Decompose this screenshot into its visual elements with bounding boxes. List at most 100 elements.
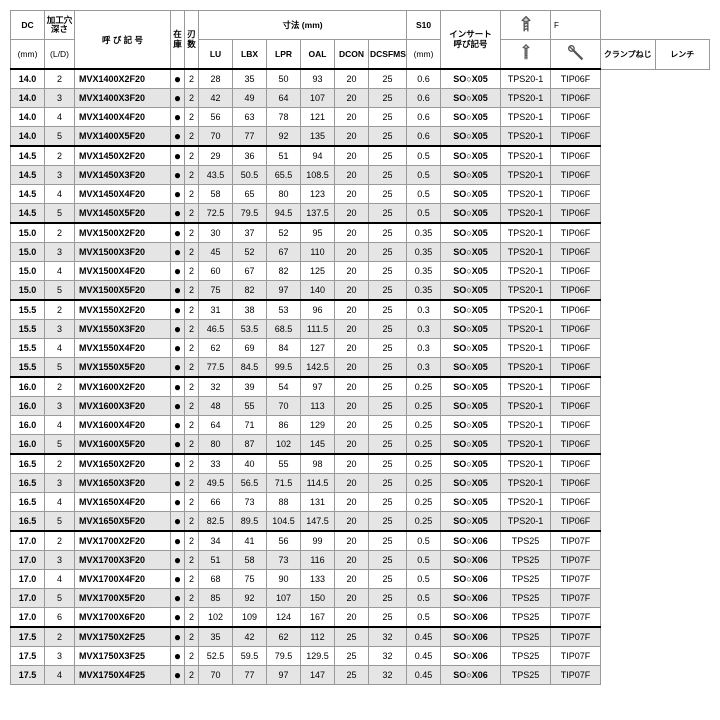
cell-clamp: TPS20-1 — [501, 185, 551, 204]
cell-oal: 98 — [301, 454, 335, 474]
cell-oal: 131 — [301, 493, 335, 512]
cell-dcsfms: 25 — [369, 493, 407, 512]
cell-stock: ● — [171, 397, 185, 416]
cell-clamp: TPS20-1 — [501, 435, 551, 455]
cell-dcon: 20 — [335, 474, 369, 493]
cell-clamp: TPS20-1 — [501, 416, 551, 435]
cell-stock: ● — [171, 531, 185, 551]
cell-wrench: TIP07F — [551, 589, 601, 608]
col-dcsfms: DCSFMS — [369, 40, 407, 70]
cell-dcsfms: 25 — [369, 435, 407, 455]
cell-lu: 70 — [199, 127, 233, 147]
table-row: 14.05MVX1400X5F20●270779213520250.6SO○X0… — [11, 127, 710, 147]
cell-wrench: TIP06F — [551, 512, 601, 532]
cell-ins: SO○X05 — [441, 358, 501, 378]
cell-s10: 0.25 — [407, 512, 441, 532]
table-row: 14.54MVX1450X4F20●258658012320250.5SO○X0… — [11, 185, 710, 204]
cell-fl: 2 — [185, 512, 199, 532]
cell-fl: 2 — [185, 377, 199, 397]
cell-fl: 2 — [185, 416, 199, 435]
cell-fl: 2 — [185, 358, 199, 378]
cell-oal: 147 — [301, 666, 335, 685]
cell-lpr: 94.5 — [267, 204, 301, 224]
cell-oal: 114.5 — [301, 474, 335, 493]
cell-lbx: 55 — [233, 397, 267, 416]
cell-dcon: 25 — [335, 627, 369, 647]
cell-stock: ● — [171, 512, 185, 532]
cell-stock: ● — [171, 108, 185, 127]
cell-stock: ● — [171, 377, 185, 397]
cell-oal: 95 — [301, 223, 335, 243]
cell-ins: SO○X06 — [441, 570, 501, 589]
cell-ld: 4 — [45, 262, 75, 281]
cell-desig: MVX1550X3F20 — [75, 320, 171, 339]
cell-wrench: TIP06F — [551, 281, 601, 301]
cell-ins: SO○X05 — [441, 493, 501, 512]
table-row: 17.53MVX1750X3F25●252.559.579.5129.52532… — [11, 647, 710, 666]
wrench-icon — [551, 40, 601, 70]
cell-lu: 45 — [199, 243, 233, 262]
cell-dcon: 20 — [335, 262, 369, 281]
cell-clamp: TPS25 — [501, 666, 551, 685]
cell-lbx: 37 — [233, 223, 267, 243]
cell-dcsfms: 25 — [369, 204, 407, 224]
cell-wrench: TIP07F — [551, 608, 601, 628]
col-designation: 呼 び 記 号 — [75, 11, 171, 70]
cell-lbx: 71 — [233, 416, 267, 435]
cell-desig: MVX1700X6F20 — [75, 608, 171, 628]
cell-dcon: 20 — [335, 281, 369, 301]
cell-clamp: TPS20-1 — [501, 320, 551, 339]
col-clamp: クランプねじ — [601, 40, 655, 70]
cell-dc: 15.0 — [11, 243, 45, 262]
cell-ins: SO○X05 — [441, 146, 501, 166]
cell-lbx: 35 — [233, 69, 267, 89]
cell-dc: 17.0 — [11, 608, 45, 628]
cell-s10: 0.25 — [407, 493, 441, 512]
cell-lbx: 65 — [233, 185, 267, 204]
cell-wrench: TIP06F — [551, 339, 601, 358]
cell-lbx: 69 — [233, 339, 267, 358]
cell-ins: SO○X05 — [441, 108, 501, 127]
cell-stock: ● — [171, 204, 185, 224]
cell-oal: 137.5 — [301, 204, 335, 224]
cell-ins: SO○X05 — [441, 166, 501, 185]
cell-dcsfms: 25 — [369, 108, 407, 127]
cell-oal: 97 — [301, 377, 335, 397]
table-row: 17.03MVX1700X3F20●251587311620250.5SO○X0… — [11, 551, 710, 570]
cell-desig: MVX1450X5F20 — [75, 204, 171, 224]
cell-oal: 96 — [301, 300, 335, 320]
col-depth-unit: (L/D) — [45, 40, 75, 70]
cell-wrench: TIP07F — [551, 666, 601, 685]
cell-oal: 167 — [301, 608, 335, 628]
cell-dc: 14.0 — [11, 127, 45, 147]
cell-wrench: TIP06F — [551, 127, 601, 147]
cell-lu: 62 — [199, 339, 233, 358]
cell-ld: 4 — [45, 108, 75, 127]
table-row: 17.05MVX1700X5F20●2859210715020250.5SO○X… — [11, 589, 710, 608]
cell-dcsfms: 25 — [369, 377, 407, 397]
cell-stock: ● — [171, 474, 185, 493]
cell-ld: 4 — [45, 416, 75, 435]
cell-desig: MVX1750X3F25 — [75, 647, 171, 666]
table-body: 14.02MVX1400X2F20●22835509320250.6SO○X05… — [11, 69, 710, 685]
cell-clamp: TPS20-1 — [501, 204, 551, 224]
cell-dcon: 20 — [335, 358, 369, 378]
cell-clamp: TPS20-1 — [501, 493, 551, 512]
cell-lbx: 92 — [233, 589, 267, 608]
cell-fl: 2 — [185, 262, 199, 281]
cell-ins: SO○X05 — [441, 474, 501, 493]
cell-clamp: TPS20-1 — [501, 127, 551, 147]
cell-dcon: 20 — [335, 300, 369, 320]
cell-lu: 28 — [199, 69, 233, 89]
table-row: 15.53MVX1550X3F20●246.553.568.5111.52025… — [11, 320, 710, 339]
cell-wrench: TIP06F — [551, 416, 601, 435]
cell-lu: 49.5 — [199, 474, 233, 493]
cell-lu: 72.5 — [199, 204, 233, 224]
cell-clamp: TPS25 — [501, 551, 551, 570]
table-row: 16.52MVX1650X2F20●23340559820250.25SO○X0… — [11, 454, 710, 474]
cell-dc: 14.5 — [11, 185, 45, 204]
col-oal: OAL — [301, 40, 335, 70]
cell-lu: 85 — [199, 589, 233, 608]
cell-lpr: 51 — [267, 146, 301, 166]
cell-dc: 17.0 — [11, 570, 45, 589]
